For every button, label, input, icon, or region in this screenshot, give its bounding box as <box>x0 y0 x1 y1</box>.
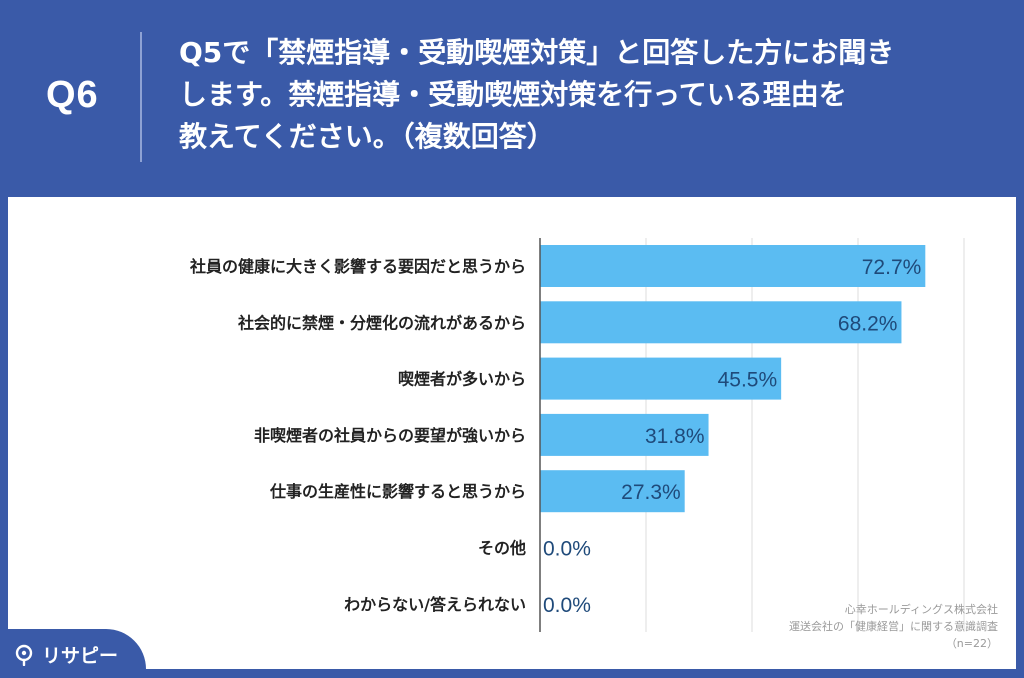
category-label: 喫煙者が多いから <box>398 370 526 389</box>
source-note: 心幸ホールディングス株式会社 運送会社の「健康経営」に関する意識調査 （n=22… <box>789 601 998 652</box>
source-company: 心幸ホールディングス株式会社 <box>844 603 998 616</box>
value-label: 72.7% <box>862 256 922 279</box>
brand-name: リサピー <box>42 645 119 667</box>
bar <box>540 357 782 400</box>
bar <box>540 245 926 287</box>
search-pin-icon <box>15 644 33 666</box>
category-label: 社会的に禁煙・分煙化の流れがあるから <box>237 313 526 332</box>
brand-logo: リサピー <box>14 641 118 668</box>
category-label: その他 <box>478 539 526 558</box>
value-label: 0.0% <box>543 594 591 617</box>
category-label: わからない/答えられない <box>344 595 526 614</box>
question-line: します。禁煙指導・受動喫煙対策を行っている理由を <box>179 78 847 111</box>
chart-panel: 社員の健康に大きく影響する要因だと思うから 72.7% 社会的に禁煙・分煙化の流れが… <box>8 197 1016 669</box>
header-divider <box>140 32 142 162</box>
value-label: 27.3% <box>621 481 681 504</box>
bar <box>540 301 902 344</box>
category-label: 仕事の生産性に影響すると思うから <box>269 482 526 501</box>
bar-chart: 社員の健康に大きく影響する要因だと思うから 72.7% 社会的に禁煙・分煙化の流れが… <box>189 238 965 632</box>
bar <box>540 470 685 513</box>
value-label: 68.2% <box>838 312 898 335</box>
question-text: Q5で「禁煙指導・受動喫煙対策」と回答した方にお聞き します。禁煙指導・受動喫煙… <box>179 32 979 158</box>
question-header: Q6 Q5で「禁煙指導・受動喫煙対策」と回答した方にお聞き します。禁煙指導・受… <box>0 0 1024 196</box>
value-label: 0.0% <box>543 538 591 561</box>
value-label: 45.5% <box>718 369 778 392</box>
category-label: 社員の健康に大きく影響する要因だと思うから <box>189 257 526 276</box>
question-line: 教えてください。（複数回答） <box>179 120 555 153</box>
brand-tab: リサピー <box>0 629 146 678</box>
bar <box>540 413 709 456</box>
question-line: Q5で「禁煙指導・受動喫煙対策」と回答した方にお聞き <box>179 36 895 69</box>
source-survey: 運送会社の「健康経営」に関する意識調査 <box>789 620 998 633</box>
category-label: 非喫煙者の社員からの要望が強いから <box>254 426 526 445</box>
value-label: 31.8% <box>645 425 705 448</box>
source-sample: （n=22） <box>945 637 998 650</box>
question-number: Q6 <box>46 74 99 116</box>
